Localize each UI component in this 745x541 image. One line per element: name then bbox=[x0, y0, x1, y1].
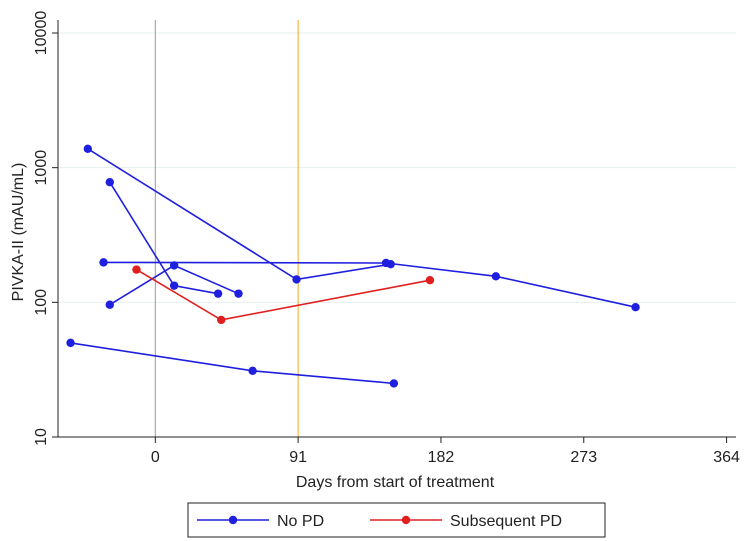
data-point-3-0 bbox=[105, 300, 114, 309]
data-point-5-0 bbox=[132, 265, 141, 274]
series-line-4 bbox=[70, 342, 394, 385]
data-point-1-1 bbox=[169, 281, 179, 290]
x-tick-label-0: 0 bbox=[151, 449, 160, 466]
series-5 bbox=[132, 265, 435, 325]
y-tick-label-10: 10 bbox=[33, 428, 50, 446]
grid-lines bbox=[58, 32, 736, 438]
data-point-3-2 bbox=[234, 289, 243, 298]
y-tick-label-10000: 10000 bbox=[33, 11, 50, 56]
series-2 bbox=[99, 258, 640, 312]
data-point-4-2 bbox=[389, 379, 399, 388]
data-point-2-3 bbox=[631, 303, 640, 312]
data-point-4-1 bbox=[248, 366, 257, 376]
y-tick-label-1000: 1000 bbox=[33, 150, 50, 186]
series-3 bbox=[105, 261, 243, 309]
y-axis-title: PIVKA-II (mAU/mL) bbox=[10, 163, 27, 302]
reference-lines bbox=[154, 20, 299, 437]
legend-marker-1 bbox=[401, 515, 411, 525]
series-4 bbox=[66, 338, 399, 388]
legend-marker-0 bbox=[228, 515, 238, 525]
legend-label-0: No PD bbox=[277, 513, 324, 530]
data-point-5-2 bbox=[425, 276, 435, 285]
data-point-1-0 bbox=[105, 177, 114, 187]
series-line-2 bbox=[103, 261, 636, 308]
data-point-4-0 bbox=[66, 338, 75, 348]
data-point-2-2 bbox=[491, 272, 501, 281]
data-point-0-1 bbox=[292, 275, 301, 284]
data-point-2-0 bbox=[99, 258, 108, 267]
x-tick-label-273: 273 bbox=[570, 449, 597, 466]
x-axis-title: Days from start of treatment bbox=[296, 474, 495, 491]
x-tick-label-182: 182 bbox=[428, 449, 455, 466]
series-line-5 bbox=[136, 268, 431, 321]
data-point-5-1 bbox=[217, 315, 226, 325]
data-point-2-1 bbox=[381, 258, 391, 268]
series-line-0 bbox=[87, 148, 391, 281]
data-point-3-1 bbox=[169, 261, 179, 270]
axes: 10 100 1000 10000 0 91 182 273 364 bbox=[33, 11, 740, 466]
data-series bbox=[66, 144, 640, 388]
y-tick-label-100: 100 bbox=[33, 289, 50, 316]
x-tick-label-91: 91 bbox=[289, 449, 307, 466]
series-1 bbox=[105, 177, 223, 298]
legend-label-1: Subsequent PD bbox=[450, 513, 562, 530]
x-tick-label-364: 364 bbox=[713, 449, 740, 466]
legend: No PD Subsequent PD bbox=[187, 502, 606, 538]
data-point-0-0 bbox=[83, 144, 93, 154]
data-point-1-2 bbox=[213, 289, 223, 298]
